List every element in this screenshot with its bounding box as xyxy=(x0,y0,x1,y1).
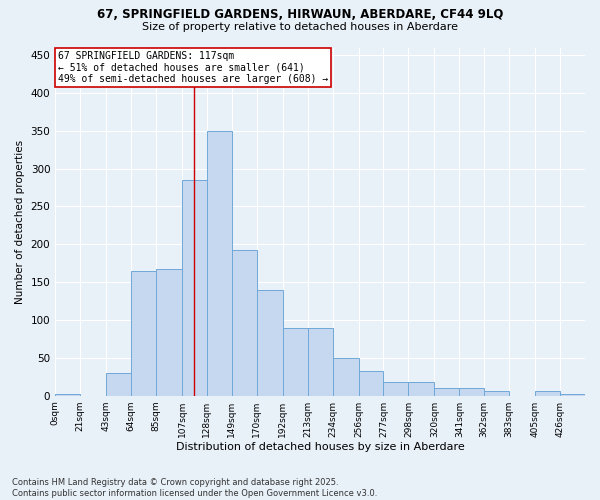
Bar xyxy=(283,328,308,396)
Bar xyxy=(232,250,257,396)
Text: 67, SPRINGFIELD GARDENS, HIRWAUN, ABERDARE, CF44 9LQ: 67, SPRINGFIELD GARDENS, HIRWAUN, ABERDA… xyxy=(97,8,503,20)
Bar xyxy=(131,271,156,396)
Bar xyxy=(257,290,283,396)
Bar xyxy=(308,328,332,396)
Bar xyxy=(55,394,80,396)
X-axis label: Distribution of detached houses by size in Aberdare: Distribution of detached houses by size … xyxy=(176,442,464,452)
Bar xyxy=(535,391,560,396)
Text: Contains HM Land Registry data © Crown copyright and database right 2025.
Contai: Contains HM Land Registry data © Crown c… xyxy=(12,478,377,498)
Bar xyxy=(182,180,207,396)
Bar xyxy=(106,373,131,396)
Y-axis label: Number of detached properties: Number of detached properties xyxy=(15,140,25,304)
Bar xyxy=(332,358,359,396)
Bar xyxy=(460,388,484,396)
Bar xyxy=(434,388,460,396)
Bar xyxy=(383,382,409,396)
Bar xyxy=(359,372,383,396)
Text: Size of property relative to detached houses in Aberdare: Size of property relative to detached ho… xyxy=(142,22,458,32)
Text: 67 SPRINGFIELD GARDENS: 117sqm
← 51% of detached houses are smaller (641)
49% of: 67 SPRINGFIELD GARDENS: 117sqm ← 51% of … xyxy=(58,52,328,84)
Bar xyxy=(409,382,434,396)
Bar xyxy=(156,270,182,396)
Bar xyxy=(560,394,585,396)
Bar xyxy=(207,131,232,396)
Bar xyxy=(484,391,509,396)
